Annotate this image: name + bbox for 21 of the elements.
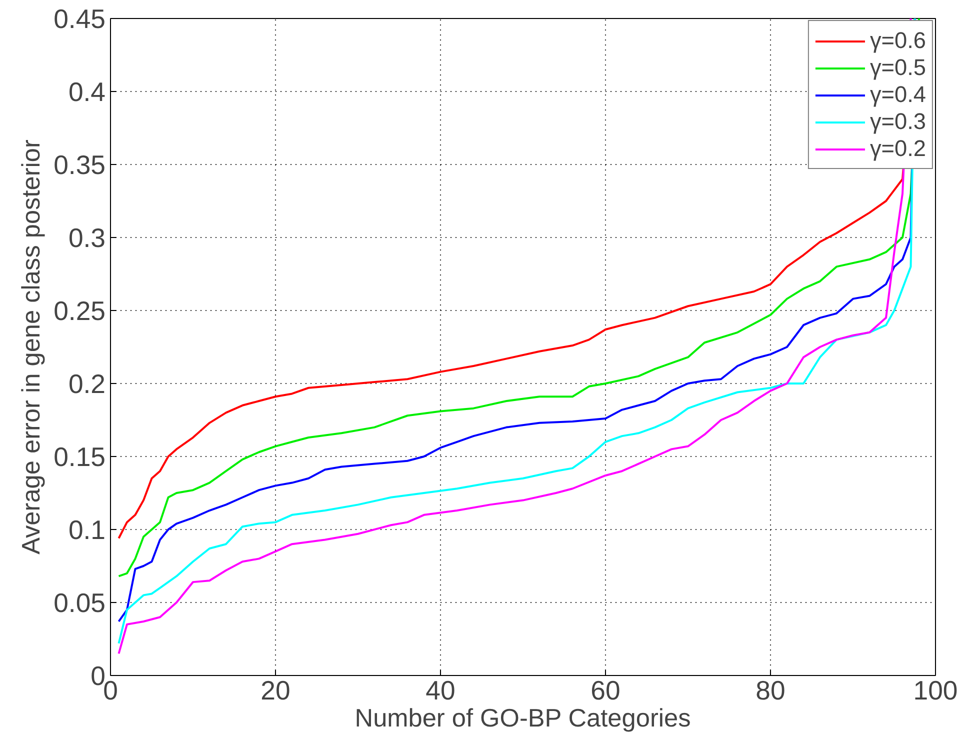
legend-label: γ=0.3	[870, 108, 926, 135]
legend-label: γ=0.4	[870, 81, 926, 108]
x-tick-label: 40	[426, 676, 456, 706]
y-tick-label: 0.4	[68, 77, 106, 107]
x-tick-label: 20	[260, 676, 290, 706]
x-axis-title: Number of GO-BP Categories	[354, 704, 691, 732]
y-tick-label: 0.25	[54, 296, 106, 326]
y-tick-label: 0.35	[54, 150, 106, 180]
x-tick-label: 80	[756, 676, 786, 706]
y-axis-title: Average error in gene class posterior	[18, 139, 46, 554]
y-tick-label: 0.3	[68, 223, 106, 253]
y-tick-label: 0.45	[54, 4, 106, 34]
x-tick-label: 60	[590, 676, 620, 706]
y-tick-label: 0.1	[68, 515, 106, 545]
x-tick-label: 100	[913, 676, 958, 706]
legend-label: γ=0.2	[870, 135, 926, 162]
legend-label: γ=0.6	[870, 27, 926, 54]
y-tick-label: 0.15	[54, 442, 106, 472]
legend-label: γ=0.5	[870, 54, 926, 81]
y-tick-label: 0.05	[54, 588, 106, 618]
y-tick-label: 0.2	[68, 369, 106, 399]
